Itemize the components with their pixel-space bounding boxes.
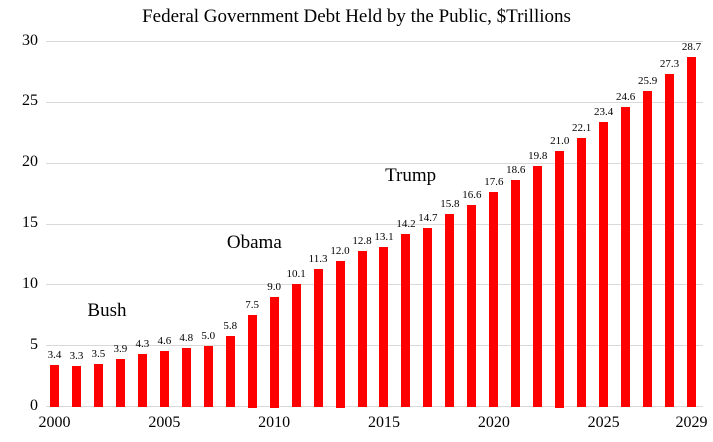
bar [357, 250, 367, 408]
bar [313, 269, 323, 408]
bar [379, 247, 389, 408]
bar-value-label: 4.3 [135, 338, 150, 351]
bar [247, 315, 257, 408]
bar [511, 180, 521, 408]
bar [621, 107, 631, 408]
chart-title: Federal Government Debt Held by the Publ… [142, 6, 571, 27]
bar-value-label: 21.0 [550, 135, 570, 147]
bar-value-label: 15.8 [440, 198, 460, 211]
bar-value-label: 3.4 [47, 349, 62, 362]
x-axis-tick-label: 2000 [38, 414, 71, 431]
bar-value-label: 22.1 [572, 121, 592, 134]
bar-value-label: 14.7 [418, 211, 438, 224]
gridline [46, 101, 703, 103]
bar [181, 348, 191, 408]
bar [489, 192, 499, 408]
bar-value-label: 12.0 [330, 244, 350, 257]
x-axis-tick-label: 2025 [587, 414, 620, 431]
bar [467, 204, 477, 408]
bar [137, 354, 147, 408]
bar-value-label: 27.3 [659, 58, 680, 71]
bar-value-label: 5.0 [201, 329, 216, 342]
y-axis-tick-label: 15 [22, 214, 38, 231]
era-label-obama: Obama [226, 231, 282, 253]
bar-value-label: 25.9 [637, 75, 658, 88]
bar-value-label: 3.5 [91, 347, 106, 360]
bar-value-label: 17.6 [484, 176, 504, 189]
era-label-trump: Trump [385, 164, 437, 186]
gridline [46, 223, 703, 225]
gridline [46, 41, 703, 42]
y-axis-tick-label: 25 [22, 92, 38, 110]
bar-value-label: 7.5 [245, 299, 260, 312]
bar [225, 335, 235, 408]
bar-value-label: 9.0 [267, 281, 282, 293]
bar-value-label: 4.6 [157, 334, 172, 347]
bar [159, 350, 169, 408]
bar [335, 260, 345, 408]
bar [115, 359, 125, 408]
x-axis-tick-label: 2015 [367, 414, 400, 431]
x-axis-tick-label: 2010 [258, 414, 291, 431]
y-axis-tick-label: 20 [22, 153, 38, 171]
gridline [46, 162, 703, 164]
bar-value-label: 3.3 [69, 350, 84, 363]
gridline [46, 406, 703, 407]
bar-value-label: 19.8 [528, 149, 548, 162]
y-axis-tick-label: 5 [30, 335, 38, 353]
bar [203, 345, 213, 408]
bar-value-label: 23.4 [594, 105, 614, 118]
gridline [46, 345, 703, 347]
bar [665, 74, 675, 408]
bar-value-label: 18.6 [506, 164, 526, 177]
bar [577, 137, 587, 408]
bar [291, 283, 301, 408]
era-label-bush: Bush [87, 300, 127, 322]
bar [599, 121, 609, 408]
y-axis-tick-label: 30 [22, 31, 38, 49]
bar [423, 227, 433, 408]
bar [401, 233, 411, 408]
bar-value-label: 24.6 [615, 91, 636, 104]
x-axis-tick-label: 2005 [148, 414, 181, 431]
bar [49, 365, 59, 408]
bar [643, 91, 653, 408]
bar [445, 214, 455, 408]
bar-value-label: 28.7 [681, 41, 702, 54]
gridline [46, 284, 703, 286]
bar-value-label: 16.6 [462, 188, 482, 201]
bar [555, 151, 565, 408]
bar [71, 366, 81, 408]
bar-value-label: 11.3 [308, 253, 328, 266]
bar-value-label: 5.8 [223, 319, 238, 332]
bar [687, 57, 697, 408]
bar [93, 363, 103, 408]
y-axis-tick-label: 0 [30, 396, 38, 414]
bar-value-label: 10.1 [286, 267, 306, 280]
bar [269, 297, 279, 408]
x-axis-tick-label: 2029 [675, 414, 708, 431]
bar [533, 165, 543, 408]
y-axis-tick-label: 10 [22, 274, 38, 292]
x-axis-tick-label: 2020 [477, 414, 510, 431]
bar-value-label: 3.9 [113, 343, 128, 356]
bar-value-label: 4.8 [179, 332, 194, 345]
bar-value-label: 12.8 [352, 234, 372, 247]
bar-value-label: 13.1 [374, 231, 394, 244]
bar-value-label: 14.2 [396, 217, 416, 230]
